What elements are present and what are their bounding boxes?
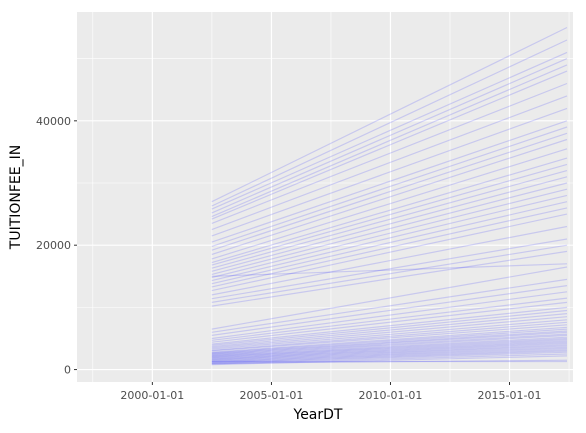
series-line-38 [211,313,568,348]
series-line-48 [211,334,568,356]
series-line-37 [211,309,568,346]
series-line-9 [211,107,568,237]
grid [77,12,573,382]
series-line-63 [211,355,568,366]
series-line-11 [211,126,568,247]
series-line-54 [211,342,568,360]
series-line-27 [211,244,568,303]
series-line-8 [211,95,568,231]
series-lines [211,26,568,366]
series-line-43 [211,326,568,353]
series-line-61 [211,351,568,364]
series-line-44 [211,328,568,354]
plot-panel [77,12,573,382]
y-tick-label: 20000 [36,239,71,252]
series-line-6 [211,70,568,220]
x-tick-label: 2015-01-01 [478,389,542,402]
x-axis-title: YearDT [293,407,343,423]
series-line-62 [211,353,568,365]
series-line-24 [211,213,568,292]
series-line-42 [211,324,568,352]
series-line-29 [211,263,568,277]
series-line-49 [211,336,568,357]
series-line-1 [211,26,568,203]
series-line-17 [211,170,568,269]
series-line-31 [211,278,568,333]
series-line-12 [211,132,568,251]
series-line-7 [211,82,568,224]
x-tick-label: 2005-01-01 [239,389,303,402]
series-line-25 [211,225,568,296]
y-tick-label: 0 [64,364,71,377]
series-line-64 [211,359,568,364]
series-line-19 [211,182,568,275]
series-line-45 [211,330,568,354]
series-line-53 [211,341,568,359]
series-line-40 [211,319,568,350]
series-line-26 [211,238,568,300]
series-line-58 [211,347,568,363]
series-line-33 [211,291,568,340]
series-line-41 [211,321,568,351]
series-line-28 [211,250,568,307]
series-line-30 [211,266,568,330]
y-tick-label: 40000 [36,115,71,128]
series-line-32 [211,285,568,336]
axis-ticks: 2000-01-01 2005-01-01 2010-01-01 2015-01-01… [36,115,541,402]
series-line-10 [211,120,568,243]
series-line-18 [211,176,568,272]
series-line-36 [211,306,568,345]
series-line-34 [211,297,568,341]
x-tick-label: 2010-01-01 [359,389,423,402]
series-line-59 [211,349,568,363]
series-line-13 [211,138,568,256]
series-line-5 [211,64,568,218]
series-line-4 [211,58,568,214]
series-line-52 [211,340,568,359]
series-line-20 [211,188,568,279]
series-line-14 [211,148,568,260]
series-line-50 [211,337,568,358]
x-tick-label: 2000-01-01 [120,389,184,402]
series-line-23 [211,207,568,288]
series-line-35 [211,301,568,343]
series-line-39 [211,316,568,349]
series-line-46 [211,331,568,355]
series-line-3 [211,51,568,210]
series-line-16 [211,163,568,266]
series-line-21 [211,194,568,282]
series-line-51 [211,339,568,358]
series-line-55 [211,344,568,361]
series-line-57 [211,346,568,362]
series-line-56 [211,345,568,361]
series-line-22 [211,201,568,285]
series-line-15 [211,157,568,264]
series-line-60 [211,350,568,364]
y-axis-title: TUITIONFEE_IN [8,145,24,250]
series-line-47 [211,333,568,356]
series-line-2 [211,39,568,207]
